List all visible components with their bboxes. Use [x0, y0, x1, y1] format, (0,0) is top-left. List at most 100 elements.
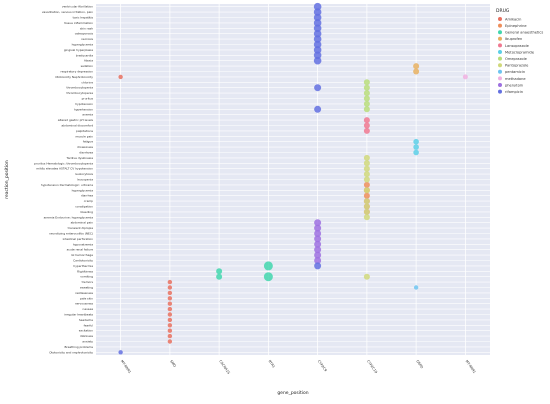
y-tick-label: thrombocytopenia — [67, 86, 94, 90]
grid-lines — [96, 4, 490, 355]
y-tick-label: Rigidtiness — [77, 269, 93, 273]
y-tick-label: cramp — [84, 199, 93, 203]
y-tick-label: irregular heartbeats — [64, 313, 93, 317]
y-tick-label: excitation — [79, 329, 93, 333]
y-tick-label: acute renal failure — [67, 248, 94, 252]
y-tick-label: vasodilation, venous irritation, pain — [42, 10, 93, 14]
y-tick-label: sedation — [81, 64, 94, 68]
data-point — [363, 181, 370, 188]
legend: DRUG Amikacin Epinephrine General anaesthe… — [496, 8, 543, 94]
y-tick-label: hypotension Dermatologic: urticaria — [41, 183, 93, 187]
y-tick-label: necrotizing enterocolitis (NEC) — [49, 232, 93, 236]
data-point — [363, 154, 370, 161]
legend-swatch — [498, 17, 502, 21]
data-point — [313, 46, 322, 54]
legend-label: Pantoprazole — [505, 64, 529, 68]
legend-swatch — [498, 36, 502, 41]
data-point — [363, 176, 370, 183]
data-point — [216, 273, 223, 280]
x-tick-labels: MT-RNR1 SMO CACNA1S RYR1 CYP2C9 CYP2C19 G6PD MT… — [120, 359, 477, 375]
y-tick-label: gingival hyperplasia — [64, 48, 93, 52]
legend-label: Metoclopramide — [505, 50, 535, 54]
y-tick-label: pruritus Hematologic: thrombocytopenia — [34, 161, 93, 165]
legend-label: Ibuprofen — [505, 37, 522, 41]
y-tick-label: chlorine — [81, 80, 93, 84]
y-tick-label: sweating — [80, 286, 93, 290]
data-point — [167, 296, 173, 301]
x-tick-label: MT-RNR1 — [465, 359, 477, 374]
data-point — [314, 246, 322, 254]
data-point — [313, 56, 322, 65]
y-tick-label: bradycardia — [76, 53, 93, 57]
y-tick-label: diarrhoea — [79, 151, 93, 155]
y-tick-label: abdominal pain — [71, 221, 94, 225]
legend-label: Lansoprazole — [505, 44, 530, 48]
x-tick-label: G6PD — [415, 359, 424, 369]
legend-items: Amikacin Epinephrine General anaesthetics I… — [498, 17, 543, 94]
legend-label: pentamicin — [505, 70, 525, 74]
y-tick-label: abdominal discomfort — [61, 124, 93, 128]
y-tick-label: transient diplopia — [68, 226, 94, 230]
y-tick-label: Ototoxicity and nephrotoxicity — [49, 350, 93, 354]
y-tick-label: hyponatremia — [73, 242, 93, 246]
y-tick-label: toxic hepatitis — [73, 16, 94, 20]
y-tick-label: leukocytosis — [75, 172, 93, 176]
y-tick-label: tissue inflammation — [64, 21, 93, 25]
data-point — [363, 100, 370, 107]
y-tick-label: mildly elevates ASTALT CV hypotension — [36, 167, 93, 171]
data-point — [313, 29, 322, 38]
data-point — [263, 261, 273, 271]
y-tick-label: vomiting — [80, 275, 93, 279]
legend-label: General anaesthetics — [505, 31, 543, 35]
data-point — [363, 127, 370, 134]
legend-title: DRUG — [496, 8, 510, 14]
legend-label: rifampicin — [505, 90, 523, 94]
y-tick-label: anxiety — [82, 340, 93, 344]
y-tick-label: thrombocytopenia — [67, 91, 94, 95]
data-point — [363, 165, 370, 172]
y-tick-label: drowsiness — [77, 145, 94, 149]
legend-swatch — [498, 69, 502, 74]
data-point — [413, 285, 419, 290]
x-tick-label: CYP2C9 — [317, 359, 328, 372]
data-point — [313, 2, 322, 11]
y-tick-label: GI hemorrhage — [71, 253, 93, 257]
data-point — [363, 192, 370, 199]
legend-swatch — [498, 83, 502, 87]
y-tick-label: dizziness — [80, 334, 94, 338]
x-axis-label: gene_position — [277, 390, 308, 396]
data-points — [118, 2, 468, 355]
data-point — [314, 251, 322, 259]
y-tick-label: Cardiotoxicity — [73, 259, 93, 263]
data-point — [313, 19, 322, 27]
legend-swatch — [498, 56, 502, 61]
y-tick-label: hypertension — [74, 107, 93, 111]
data-point — [363, 208, 370, 215]
data-point — [313, 8, 322, 16]
y-tick-label: skin rash — [80, 26, 93, 30]
data-point — [413, 149, 419, 156]
data-point — [363, 198, 370, 205]
data-point — [216, 268, 223, 275]
y-tick-label: osteoporosis — [75, 32, 94, 36]
x-tick-label: SMO — [169, 359, 177, 368]
y-axis-label: reaction_position — [4, 160, 10, 199]
data-point — [314, 235, 322, 243]
data-point — [313, 35, 322, 43]
data-point — [118, 350, 123, 355]
data-point — [167, 279, 173, 285]
data-point — [167, 301, 173, 306]
y-tick-label: Ataxia — [84, 59, 93, 63]
x-tick-label: CACNA1S — [218, 359, 231, 375]
data-point — [263, 272, 273, 282]
y-tick-label: restlessness — [75, 291, 93, 295]
y-tick-label: respiratory depression — [61, 70, 94, 74]
data-point — [413, 63, 420, 70]
data-point — [413, 144, 419, 150]
legend-label: methadone — [505, 77, 526, 81]
data-point — [363, 117, 370, 124]
data-point — [314, 257, 322, 264]
y-tick-label: fearful — [84, 323, 94, 327]
